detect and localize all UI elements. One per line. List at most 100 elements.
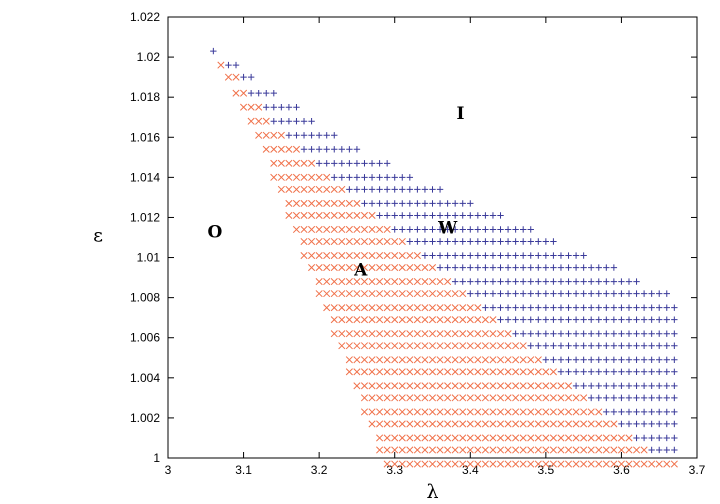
cross-point bbox=[413, 408, 421, 416]
plus-point bbox=[353, 146, 361, 153]
cross-point bbox=[572, 434, 580, 442]
plus-point bbox=[467, 278, 474, 285]
plus-point bbox=[640, 316, 648, 323]
plus-point bbox=[656, 420, 663, 428]
y-tick-label: 1.022 bbox=[130, 10, 160, 24]
cross-point bbox=[353, 199, 361, 207]
cross-point bbox=[308, 251, 316, 260]
plus-point bbox=[406, 174, 414, 181]
cross-point bbox=[504, 408, 512, 416]
plus-point bbox=[489, 290, 497, 297]
plus-point bbox=[535, 316, 542, 323]
plus-point bbox=[451, 238, 459, 245]
plus-point bbox=[376, 200, 383, 207]
plus-point bbox=[489, 212, 497, 219]
cross-point bbox=[338, 185, 346, 193]
cross-point bbox=[406, 382, 414, 390]
cross-point bbox=[428, 434, 437, 442]
cross-point bbox=[308, 199, 316, 207]
cross-point bbox=[580, 394, 588, 402]
plus-point bbox=[527, 278, 534, 285]
cross-point bbox=[451, 420, 459, 428]
region-label-a: A bbox=[353, 261, 368, 281]
cross-point bbox=[504, 394, 512, 402]
y-tick-label: 1.018 bbox=[130, 90, 160, 104]
plus-point bbox=[550, 238, 557, 245]
plus-point bbox=[519, 304, 527, 311]
plus-point bbox=[467, 238, 474, 245]
cross-point bbox=[557, 394, 565, 402]
plus-point bbox=[671, 446, 678, 454]
cross-point bbox=[459, 342, 467, 350]
cross-point bbox=[353, 237, 361, 246]
cross-point bbox=[549, 434, 557, 442]
cross-point bbox=[285, 211, 293, 220]
plus-point bbox=[572, 356, 580, 363]
plus-point bbox=[557, 342, 565, 349]
cross-point bbox=[466, 460, 474, 468]
cross-point bbox=[292, 145, 301, 153]
plus-point bbox=[640, 342, 648, 349]
cross-point bbox=[300, 185, 308, 193]
cross-point bbox=[587, 434, 595, 442]
plus-point bbox=[633, 290, 640, 297]
cross-point bbox=[376, 316, 384, 324]
plus-point bbox=[414, 200, 421, 207]
cross-point bbox=[527, 434, 535, 442]
cross-point bbox=[512, 394, 520, 402]
plus-point bbox=[603, 394, 610, 402]
plus-point bbox=[633, 278, 640, 285]
cross-point bbox=[474, 420, 482, 428]
plus-point bbox=[444, 226, 451, 233]
cross-point bbox=[368, 382, 376, 390]
plus-point bbox=[406, 238, 414, 245]
cross-point bbox=[428, 460, 437, 468]
plus-point bbox=[399, 200, 406, 207]
cross-point bbox=[217, 61, 225, 69]
plus-point bbox=[474, 264, 482, 271]
cross-point bbox=[330, 237, 338, 246]
plus-point bbox=[656, 382, 663, 390]
plus-point bbox=[270, 89, 277, 97]
cross-point bbox=[406, 394, 414, 402]
plus-point bbox=[656, 330, 663, 337]
y-tick-label: 1.012 bbox=[130, 210, 160, 224]
cross-point bbox=[481, 460, 489, 468]
cross-point bbox=[338, 237, 346, 246]
cross-point bbox=[360, 394, 369, 402]
plot-frame bbox=[167, 16, 698, 459]
cross-point bbox=[640, 446, 648, 454]
cross-point bbox=[466, 382, 474, 390]
cross-point bbox=[391, 420, 399, 428]
cross-point bbox=[285, 185, 293, 193]
cross-point bbox=[300, 251, 308, 260]
cross-point bbox=[512, 434, 520, 442]
cross-point bbox=[255, 117, 263, 125]
cross-point bbox=[315, 225, 323, 234]
plus-point bbox=[610, 408, 618, 416]
cross-point bbox=[360, 251, 369, 260]
plus-point bbox=[451, 264, 459, 271]
cross-point bbox=[436, 316, 444, 324]
cross-point bbox=[436, 290, 444, 298]
cross-point bbox=[308, 173, 316, 181]
plus-point bbox=[663, 420, 670, 428]
plus-point bbox=[565, 278, 572, 285]
plus-point bbox=[640, 394, 648, 402]
plus-point bbox=[648, 356, 655, 363]
cross-point bbox=[360, 264, 369, 272]
cross-point bbox=[345, 211, 353, 220]
cross-point bbox=[360, 408, 369, 416]
plus-point bbox=[648, 330, 655, 337]
cross-point bbox=[376, 368, 384, 376]
cross-point bbox=[625, 434, 633, 442]
plus-point bbox=[391, 200, 398, 207]
cross-point bbox=[444, 342, 452, 350]
x-tick-label: 3.1 bbox=[235, 463, 252, 477]
plus-point bbox=[557, 368, 565, 376]
plus-point bbox=[451, 212, 459, 219]
plus-point bbox=[671, 368, 678, 376]
cross-point bbox=[602, 434, 610, 442]
cross-point bbox=[428, 420, 437, 428]
plus-point bbox=[603, 264, 610, 271]
